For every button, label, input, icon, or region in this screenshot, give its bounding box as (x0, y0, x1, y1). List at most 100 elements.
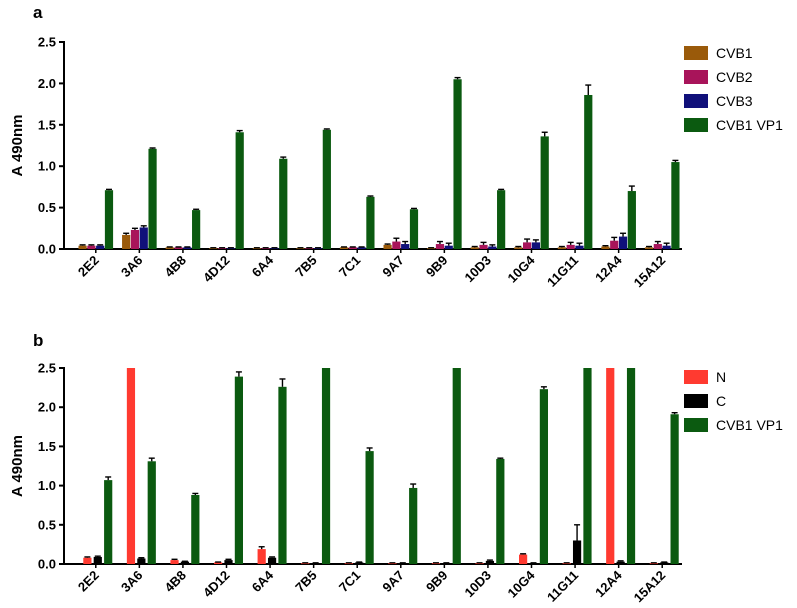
x-tick-label: 10D3 (461, 253, 494, 286)
bar (523, 242, 531, 249)
panel-b: b A 490nm 0.0 0.5 1.0 1.5 2.0 2.5 2E2 3A6 4B8 4D12 6… (9, 331, 783, 605)
bar (279, 159, 287, 249)
legend-label: CVB2 (716, 69, 753, 85)
legend-label: C (716, 393, 726, 409)
bar (541, 136, 549, 249)
bar (606, 368, 614, 564)
bar (366, 451, 374, 564)
x-tick-label: 4B8 (162, 568, 189, 595)
legend-label: N (716, 369, 726, 385)
x-tick-label: 6A4 (249, 252, 277, 280)
y-tick-label: 0.5 (38, 200, 56, 215)
bar (323, 130, 331, 249)
bar (671, 162, 679, 249)
bar (540, 389, 548, 564)
legend-swatch (684, 70, 708, 84)
bar (278, 387, 286, 564)
bar (87, 246, 95, 249)
legend-swatch (684, 94, 708, 108)
bar (584, 95, 592, 249)
legend-label: CVB1 VP1 (716, 117, 783, 133)
bar (191, 495, 199, 564)
bar (583, 368, 591, 564)
bar (409, 488, 417, 564)
bar (104, 480, 112, 564)
bar (235, 377, 243, 564)
bar (401, 244, 409, 249)
bar (96, 246, 104, 249)
legend-label: CVB1 VP1 (716, 417, 783, 433)
bar (105, 190, 113, 249)
y-axis-label: A 490nm (9, 435, 26, 497)
panel-a: aA 490nm0.00.51.01.52.02.52E2 3A6 4B8 4D12 6… (9, 3, 783, 290)
y-tick-label: 2.0 (38, 76, 56, 91)
bar (471, 247, 479, 249)
bar (392, 242, 400, 249)
legend-swatch (684, 394, 708, 408)
y-tick-label: 1.5 (38, 117, 56, 132)
bar (645, 247, 653, 249)
bar (181, 562, 189, 564)
bar (83, 558, 91, 564)
x-tick-label: 15A12 (631, 253, 669, 291)
bar (610, 241, 618, 249)
bar (94, 557, 102, 564)
bar (410, 209, 418, 249)
y-tick-label: 2.0 (38, 400, 56, 415)
bar (575, 246, 583, 249)
bar (453, 79, 461, 249)
x-tick-label: 10G4 (505, 567, 539, 601)
legend-swatch (684, 418, 708, 432)
bar (663, 246, 671, 249)
x-tick-label: 7C1 (336, 568, 363, 595)
bar (496, 459, 504, 564)
x-tick-label: 2E2 (75, 568, 102, 595)
bar (148, 149, 156, 249)
y-tick-label: 2.5 (38, 35, 56, 50)
bar (137, 559, 145, 564)
bar (567, 245, 575, 249)
x-tick-label: 9A7 (379, 568, 406, 595)
x-tick-label: 12A4 (592, 252, 625, 285)
bar (573, 540, 581, 564)
x-tick-label: 4D12 (200, 253, 233, 286)
y-tick-label: 1.5 (38, 439, 56, 454)
bar (192, 210, 200, 249)
bar (148, 461, 156, 564)
bar (366, 197, 374, 249)
bar (519, 555, 527, 564)
bar (601, 247, 609, 249)
bar (445, 246, 453, 249)
legend-swatch (684, 46, 708, 60)
x-tick-label: 7B5 (292, 253, 319, 280)
y-tick-label: 1.0 (38, 478, 56, 493)
x-tick-label: 11G11 (544, 253, 581, 290)
bar (436, 244, 444, 249)
x-tick-label: 15A12 (631, 568, 669, 606)
bar (127, 368, 135, 564)
x-tick-label: 4D12 (200, 568, 233, 601)
x-tick-label: 11G11 (544, 568, 581, 605)
legend-swatch (684, 370, 708, 384)
bar (671, 414, 679, 564)
bar (558, 247, 566, 249)
x-tick-label: 10G4 (505, 252, 539, 286)
bar (322, 368, 330, 564)
bar (224, 560, 232, 564)
x-tick-label: 4B8 (162, 253, 189, 280)
y-tick-label: 0.0 (38, 242, 56, 257)
bar (619, 237, 627, 249)
x-tick-label: 7C1 (336, 253, 363, 280)
bar (488, 247, 496, 249)
bar (383, 245, 391, 249)
bar (532, 242, 540, 249)
x-tick-label: 9B9 (423, 253, 450, 280)
bar (453, 368, 461, 564)
legend-swatch (684, 118, 708, 132)
bar (617, 562, 625, 564)
legend-label: CVB3 (716, 93, 753, 109)
bar (479, 245, 487, 249)
x-tick-label: 7B5 (292, 568, 319, 595)
bar (140, 227, 148, 249)
panel-label: a (33, 3, 43, 22)
